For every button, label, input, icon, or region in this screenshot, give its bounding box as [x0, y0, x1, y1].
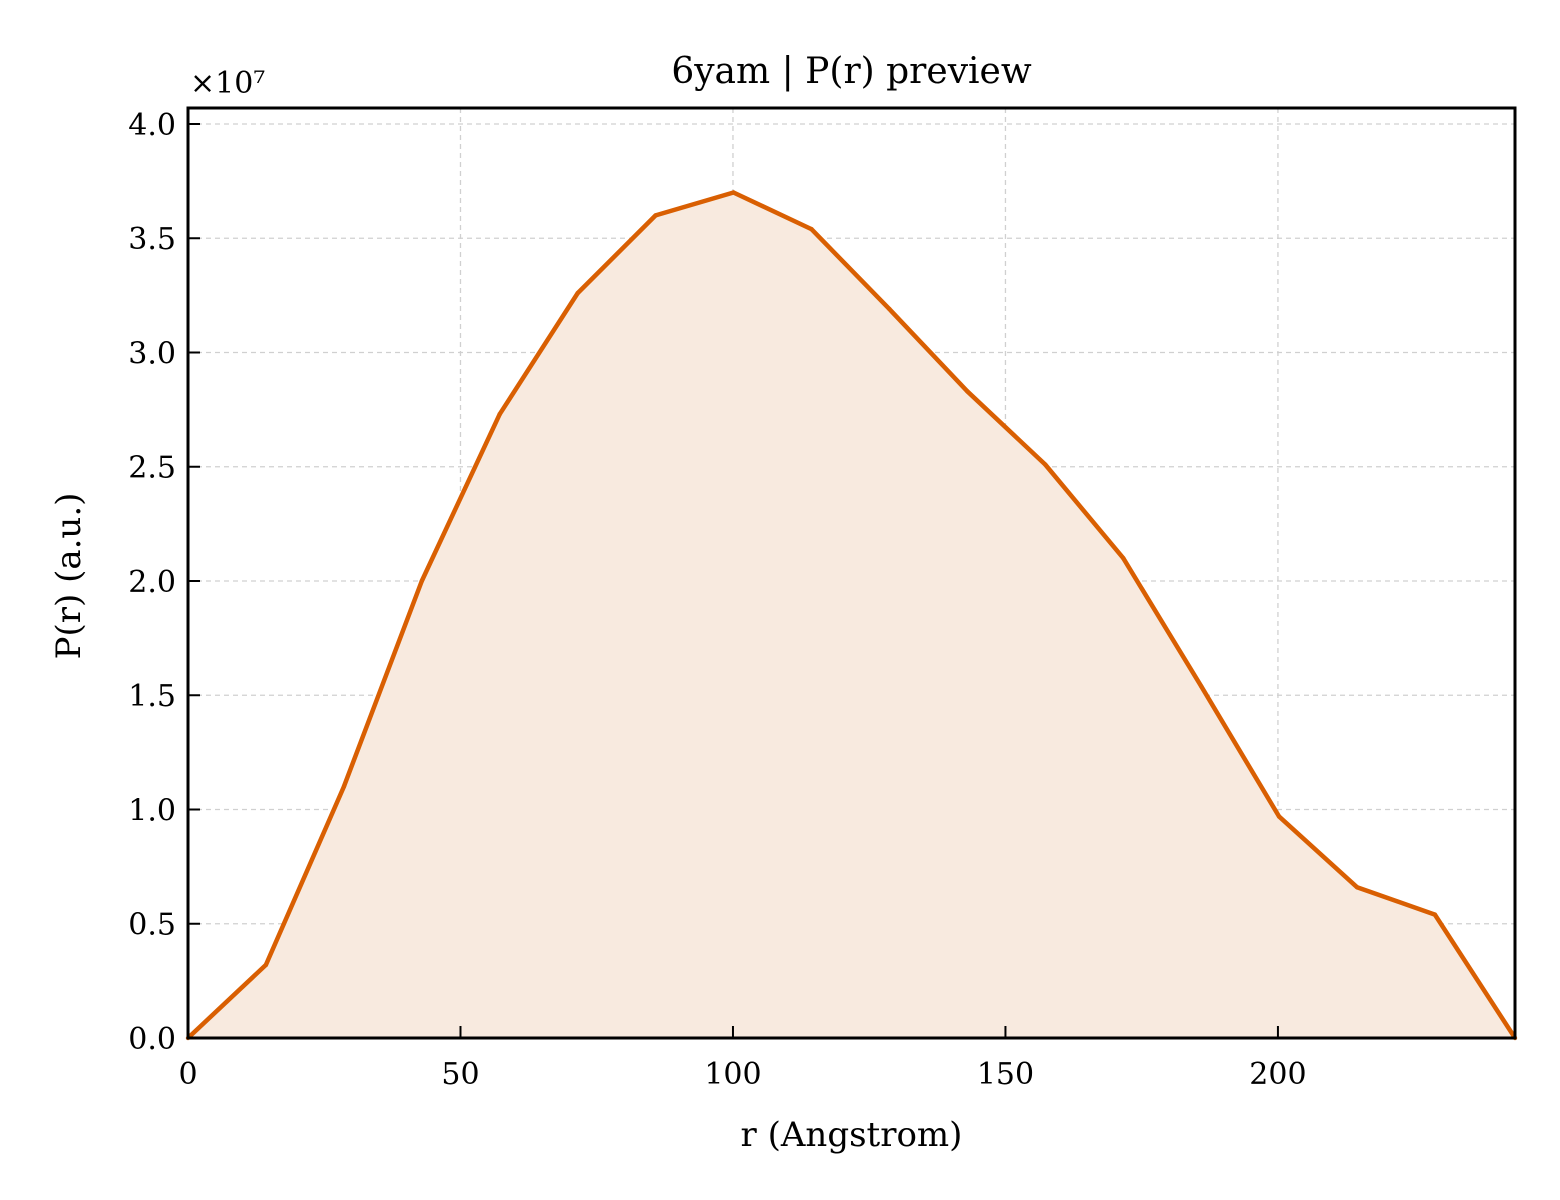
y-tick-label: 0.0	[128, 1022, 176, 1057]
y-axis-label: P(r) (a.u.)	[49, 493, 89, 660]
data-point	[809, 226, 814, 232]
data-point	[1354, 885, 1360, 890]
y-tick-label: 2.5	[128, 451, 176, 486]
plot-frame	[186, 106, 1517, 1040]
y-tick-label: 3.0	[128, 336, 176, 371]
data-point	[1432, 912, 1438, 917]
data-point	[263, 962, 269, 968]
data-point	[1121, 555, 1126, 561]
data-point	[1043, 462, 1048, 467]
x-tick-label: 150	[977, 1057, 1034, 1092]
data-point	[653, 213, 658, 218]
x-tick-label: 100	[704, 1057, 761, 1092]
y-tick-label: 2.0	[128, 565, 176, 600]
data-point	[965, 389, 970, 394]
data-point	[731, 190, 736, 195]
y-tick-label: 3.5	[128, 222, 176, 257]
x-tick-label: 200	[1249, 1057, 1306, 1092]
chart-title: 6yam | P(r) preview	[671, 51, 1032, 92]
y-tick-label: 0.5	[128, 908, 176, 943]
y-axis-multiplier: ×10⁷	[190, 66, 265, 101]
x-tick-label: 50	[441, 1057, 479, 1092]
data-point	[497, 412, 502, 417]
pr-series-line	[186, 190, 1517, 1040]
axis-ticks: 0 50 100 150 200 0.0 0.5 1.0 1.5 2.0 2.5 3.0 3.5 4.0	[128, 108, 1306, 1092]
x-axis-label: r (Angstrom)	[741, 1115, 963, 1155]
data-point	[887, 306, 892, 312]
y-tick-label: 1.0	[128, 793, 176, 828]
data-point	[341, 784, 347, 789]
pr-area-fill	[188, 192, 1515, 1038]
x-tick-label: 0	[178, 1057, 197, 1092]
y-tick-label: 1.5	[128, 679, 176, 714]
data-point	[1198, 683, 1204, 689]
data-point	[1276, 814, 1282, 819]
y-tick-label: 4.0	[128, 108, 176, 143]
data-point	[419, 578, 424, 584]
data-point	[575, 290, 580, 296]
